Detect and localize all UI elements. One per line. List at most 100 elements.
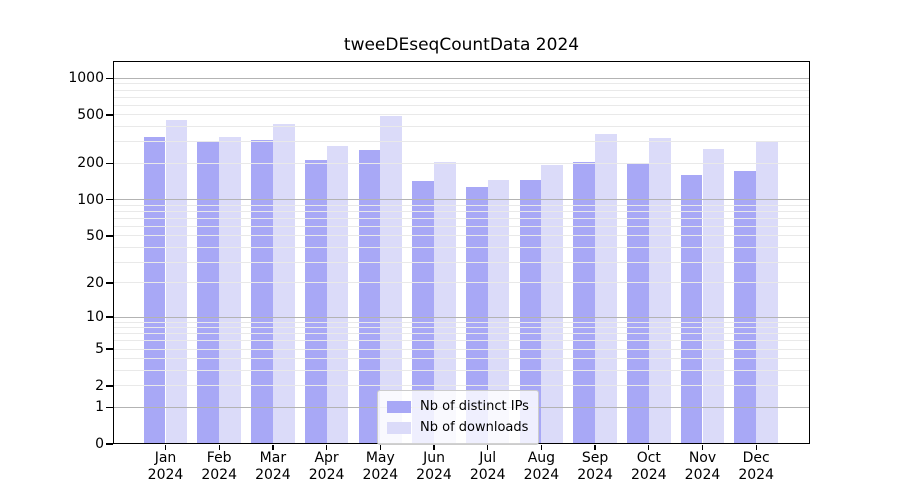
y-axis-tick-mark bbox=[106, 443, 113, 445]
x-axis-tick-mark bbox=[540, 445, 543, 450]
year-label: 2024 bbox=[684, 467, 721, 483]
y-axis-tick-mark bbox=[106, 385, 113, 387]
y-axis-tick-label: 100 bbox=[77, 191, 104, 208]
y-axis-tick-label: 500 bbox=[77, 106, 104, 123]
x-axis-tick-label: Jun 2024 bbox=[389, 450, 479, 484]
x-axis-tick-label: Jan 2024 bbox=[121, 450, 211, 484]
year-label: 2024 bbox=[308, 467, 345, 483]
y-axis-tick-label: 1000 bbox=[68, 70, 104, 87]
year-label: 2024 bbox=[523, 467, 560, 483]
y-axis-tick-label: 5 bbox=[95, 341, 104, 358]
bar-jan-downloads bbox=[165, 119, 188, 444]
month-label: Nov bbox=[688, 450, 717, 466]
bars-layer bbox=[113, 61, 810, 444]
y-axis-tick-mark bbox=[106, 114, 113, 116]
chart-title: tweeDEseqCountData 2024 bbox=[343, 35, 580, 55]
x-axis-tick-label: Feb 2024 bbox=[174, 450, 264, 484]
bar-aug-downloads bbox=[541, 165, 564, 444]
bar-dec-distinct-ips bbox=[734, 171, 757, 444]
x-axis-tick-label: Aug 2024 bbox=[496, 450, 586, 484]
y-axis-tick-mark bbox=[106, 316, 113, 318]
bar-sep-downloads bbox=[595, 134, 617, 444]
y-axis-tick-label: 50 bbox=[86, 227, 104, 244]
month-label: Jul bbox=[479, 450, 497, 466]
x-axis-tick-label: May 2024 bbox=[335, 450, 425, 484]
x-axis-tick-label: Oct 2024 bbox=[604, 450, 694, 484]
month-label: Dec bbox=[742, 450, 770, 466]
x-axis-tick-mark bbox=[272, 445, 274, 450]
bar-jul-distinct-ips bbox=[465, 187, 488, 444]
bar-jan-distinct-ips bbox=[143, 136, 166, 444]
month-label: Jan bbox=[154, 450, 177, 466]
x-axis-tick-mark bbox=[648, 445, 650, 450]
x-axis-tick-mark bbox=[433, 445, 435, 450]
year-label: 2024 bbox=[201, 467, 237, 483]
bar-apr-downloads bbox=[326, 145, 349, 444]
y-axis-tick-label: 0 bbox=[95, 436, 104, 452]
bar-oct-downloads bbox=[648, 138, 671, 444]
bar-nov-downloads bbox=[702, 149, 725, 444]
year-label: 2024 bbox=[362, 467, 399, 483]
legend-label: Nb of downloads bbox=[420, 420, 529, 435]
month-label: Apr bbox=[314, 450, 339, 466]
bar-oct-distinct-ips bbox=[627, 164, 649, 444]
bar-feb-downloads bbox=[219, 136, 241, 444]
bar-jun-distinct-ips bbox=[412, 180, 434, 444]
x-axis-tick-mark bbox=[701, 445, 704, 450]
month-label: Feb bbox=[206, 450, 232, 466]
bar-may-downloads bbox=[380, 115, 403, 444]
month-label: Aug bbox=[527, 450, 556, 466]
month-label: May bbox=[365, 450, 395, 466]
bar-aug-distinct-ips bbox=[519, 180, 542, 444]
legend-label: Nb of distinct IPs bbox=[420, 399, 529, 414]
x-axis-tick-mark bbox=[325, 445, 328, 450]
x-axis-tick-mark bbox=[379, 445, 381, 450]
x-axis-tick-mark bbox=[164, 445, 167, 450]
legend-row: Nb of downloads bbox=[387, 417, 529, 438]
x-axis-tick-label: Apr 2024 bbox=[282, 450, 372, 484]
year-label: 2024 bbox=[255, 467, 291, 483]
legend-swatch-downloads bbox=[387, 421, 411, 434]
x-axis-tick-mark bbox=[487, 445, 489, 450]
bar-jun-downloads bbox=[434, 162, 456, 444]
x-axis-tick-mark bbox=[755, 445, 757, 450]
y-axis-tick-mark bbox=[106, 77, 113, 79]
y-axis-tick-label: 200 bbox=[77, 155, 104, 172]
x-axis-tick-mark bbox=[218, 445, 220, 450]
y-axis-tick-mark bbox=[106, 235, 113, 237]
y-axis-tick-mark bbox=[106, 282, 113, 284]
x-axis-tick-label: Jul 2024 bbox=[443, 450, 533, 484]
bar-jul-downloads bbox=[487, 180, 510, 444]
year-label: 2024 bbox=[577, 467, 613, 483]
plot-area: Nb of distinct IPs Nb of downloads bbox=[113, 61, 810, 445]
month-label: Jun bbox=[423, 450, 445, 466]
bar-dec-downloads bbox=[756, 142, 778, 444]
year-label: 2024 bbox=[416, 467, 452, 483]
y-axis-tick-label: 20 bbox=[86, 274, 104, 291]
bar-feb-distinct-ips bbox=[197, 141, 220, 444]
y-axis-tick-label: 2 bbox=[95, 377, 104, 394]
bar-nov-distinct-ips bbox=[680, 174, 703, 444]
year-label: 2024 bbox=[738, 467, 774, 483]
month-label: Sep bbox=[581, 450, 609, 466]
bar-mar-downloads bbox=[272, 123, 295, 444]
x-axis-tick-label: Nov 2024 bbox=[658, 450, 748, 484]
y-axis-tick-mark bbox=[106, 198, 113, 201]
bar-sep-distinct-ips bbox=[573, 161, 596, 444]
month-label: Mar bbox=[259, 450, 287, 466]
year-label: 2024 bbox=[147, 467, 184, 483]
bar-mar-distinct-ips bbox=[251, 139, 273, 444]
bar-apr-distinct-ips bbox=[304, 160, 327, 444]
y-axis-tick-mark bbox=[106, 348, 113, 350]
legend-swatch-distinct-ips bbox=[387, 400, 411, 413]
year-label: 2024 bbox=[630, 467, 667, 483]
month-label: Oct bbox=[636, 450, 661, 466]
y-axis-tick-mark bbox=[106, 406, 113, 408]
y-axis-tick-label: 10 bbox=[86, 309, 104, 326]
x-axis-tick-label: Sep 2024 bbox=[550, 450, 640, 484]
y-axis-tick-label: 1 bbox=[95, 399, 104, 416]
x-axis-tick-label: Dec 2024 bbox=[711, 450, 801, 484]
legend: Nb of distinct IPs Nb of downloads bbox=[377, 390, 539, 445]
legend-row: Nb of distinct IPs bbox=[387, 396, 529, 417]
